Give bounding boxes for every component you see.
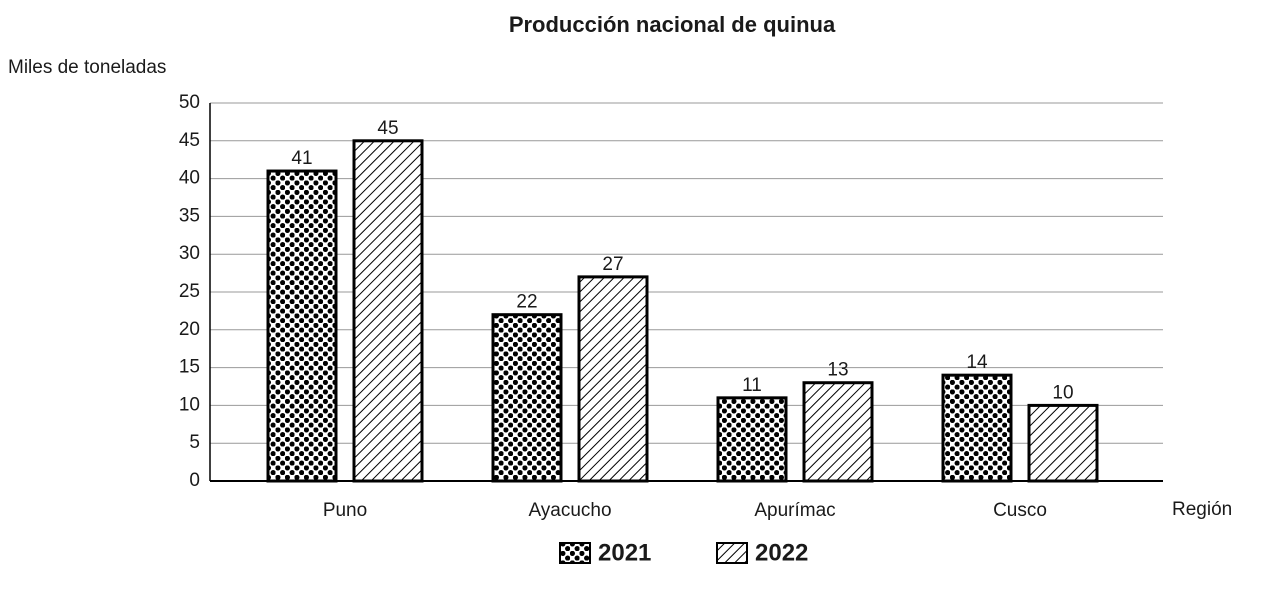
bar	[577, 275, 649, 483]
y-tick-label: 25	[179, 281, 200, 302]
y-tick-label: 45	[179, 130, 200, 151]
x-axis-label: Región	[1172, 499, 1232, 520]
y-tick-label: 10	[179, 394, 200, 415]
data-label: 10	[1052, 382, 1073, 403]
data-label: 11	[742, 375, 762, 396]
x-tick-label: Puno	[323, 500, 367, 521]
bar	[802, 381, 874, 483]
chart-title: Producción nacional de quinua	[509, 12, 836, 37]
y-tick-label: 0	[189, 470, 200, 491]
y-tick-label: 40	[179, 168, 200, 189]
data-label: 27	[602, 254, 623, 275]
y-tick-label: 20	[179, 319, 200, 340]
bar	[716, 396, 788, 483]
x-tick-label: Cusco	[993, 500, 1047, 521]
data-label: 45	[377, 118, 398, 139]
y-tick-label: 30	[179, 243, 200, 264]
data-label: 13	[827, 360, 848, 381]
data-label: 22	[516, 292, 537, 313]
legend-text: 2021	[598, 539, 651, 566]
bar	[491, 313, 563, 483]
bar	[1027, 403, 1099, 483]
legend-text: 2022	[755, 539, 808, 566]
legend-swatch	[716, 542, 748, 564]
y-tick-label: 50	[179, 92, 200, 113]
data-label: 41	[291, 148, 312, 169]
bar	[266, 169, 338, 483]
y-tick-label: 35	[179, 205, 200, 226]
y-tick-label: 5	[189, 432, 200, 453]
y-tick-label: 15	[179, 357, 200, 378]
bar	[941, 373, 1013, 483]
bar	[352, 139, 424, 483]
y-axis-label: Miles de toneladas	[8, 57, 166, 78]
x-tick-label: Apurímac	[754, 500, 835, 521]
legend-swatch	[559, 542, 591, 564]
data-label: 14	[966, 352, 988, 373]
x-tick-label: Ayacucho	[528, 500, 611, 521]
